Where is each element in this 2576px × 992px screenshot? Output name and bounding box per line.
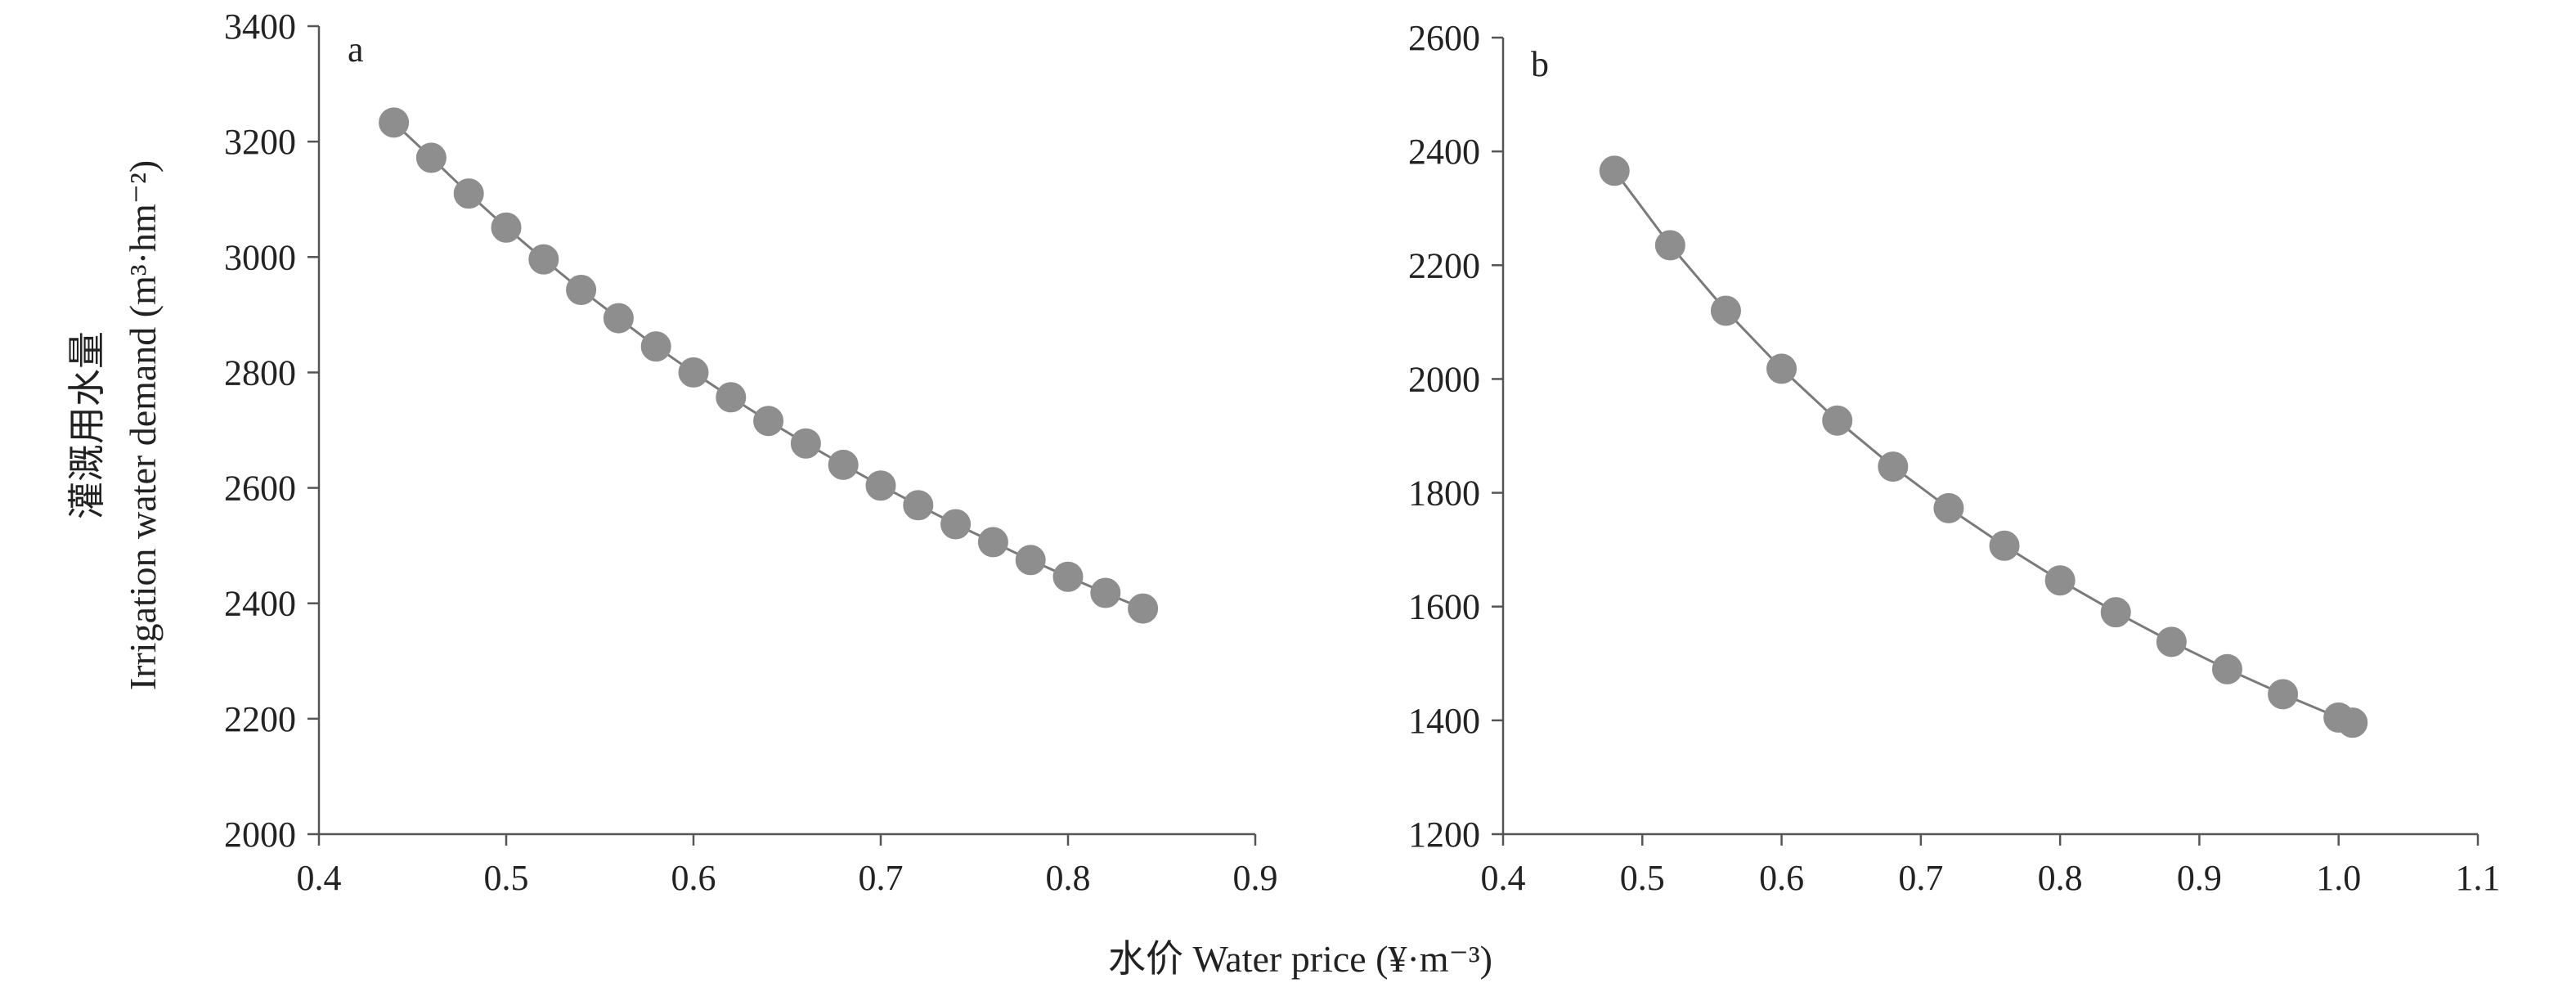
y-tick-label: 2200 [224, 699, 296, 739]
data-point [1822, 405, 1853, 436]
data-point [640, 331, 671, 362]
x-axis-title: 水价 Water price (¥·m⁻³) [1108, 938, 1492, 980]
x-tick-label: 0.8 [2038, 858, 2083, 898]
x-tick-label: 1.0 [2316, 858, 2361, 898]
data-point [1015, 545, 1046, 576]
y-tick-label: 2600 [1408, 18, 1480, 58]
data-point [977, 527, 1008, 558]
data-point [1654, 230, 1685, 261]
data-point [678, 357, 709, 388]
y-tick-label: 3200 [224, 122, 296, 162]
data-point [2268, 679, 2299, 710]
data-point [2044, 565, 2076, 596]
data-point [379, 107, 410, 138]
data-point [1933, 492, 1964, 523]
data-point [1128, 593, 1159, 624]
y-tick-label: 3400 [224, 7, 296, 47]
y-tick-label: 2400 [1408, 132, 1480, 172]
y-tick-label: 1200 [1408, 815, 1480, 855]
panel-a: 2000 2200 2400 2600 2800 3000 3200 3400 0.4 0.5 0.… [224, 7, 1278, 898]
data-point [1766, 353, 1797, 384]
y-tick-label: 2000 [1408, 359, 1480, 399]
x-tick-label: 0.4 [297, 858, 342, 898]
y-axis-title-en: Irrigation water demand (m³·hm⁻²) [122, 160, 164, 690]
panel-b: 1200 1400 1600 1800 2000 2200 2400 2600 0.4 0.5 0.… [1408, 18, 2501, 898]
data-point [2211, 653, 2242, 685]
y-tick-label: 2400 [224, 584, 296, 624]
series-line [393, 121, 1144, 610]
data-point [528, 244, 559, 275]
y-tick-label: 1600 [1408, 587, 1480, 627]
x-tick-label: 0.5 [1620, 858, 1665, 898]
x-tick-label: 0.4 [1481, 858, 1526, 898]
data-point [940, 509, 972, 540]
y-tick-label: 3000 [224, 237, 296, 277]
data-point [2337, 707, 2368, 738]
y-axis-title: 灌溉用水量 Irrigation water demand (m³·hm⁻²) [66, 160, 164, 690]
data-point [1090, 577, 1121, 608]
data-point [603, 303, 634, 334]
y-tick-label: 2000 [224, 815, 296, 855]
data-point [790, 428, 821, 459]
data-point [491, 212, 522, 243]
data-point [566, 275, 597, 306]
data-point [828, 449, 859, 480]
x-tick-label: 0.9 [1233, 858, 1278, 898]
data-point [716, 382, 747, 413]
x-tick-label: 0.5 [484, 858, 529, 898]
data-point [453, 178, 484, 209]
panel-label: a [348, 29, 364, 70]
x-tick-label: 0.8 [1046, 858, 1091, 898]
y-tick-label: 1400 [1408, 701, 1480, 741]
data-point [1989, 530, 2020, 561]
panel-label: b [1531, 44, 1549, 84]
data-point [2100, 597, 2131, 628]
data-point [903, 490, 934, 521]
data-point [1710, 295, 1741, 326]
data-point [753, 406, 784, 437]
y-tick-label: 2600 [224, 469, 296, 509]
data-point [1599, 155, 1630, 186]
data-point [865, 470, 896, 501]
data-point [2156, 626, 2187, 658]
y-tick-label: 2800 [224, 352, 296, 393]
x-tick-label: 0.6 [671, 858, 716, 898]
y-tick-label: 1800 [1408, 474, 1480, 514]
data-point [1052, 561, 1084, 592]
data-point [1878, 451, 1909, 483]
x-tick-label: 0.6 [1759, 858, 1804, 898]
series-line [1613, 169, 2354, 725]
data-point [415, 142, 447, 173]
x-tick-label: 0.9 [2177, 858, 2222, 898]
x-tick-label: 0.7 [859, 858, 904, 898]
y-axis-title-cn: 灌溉用水量 [66, 331, 108, 519]
y-tick-label: 2200 [1408, 245, 1480, 285]
x-tick-label: 1.1 [2456, 858, 2501, 898]
x-tick-label: 0.7 [1898, 858, 1943, 898]
